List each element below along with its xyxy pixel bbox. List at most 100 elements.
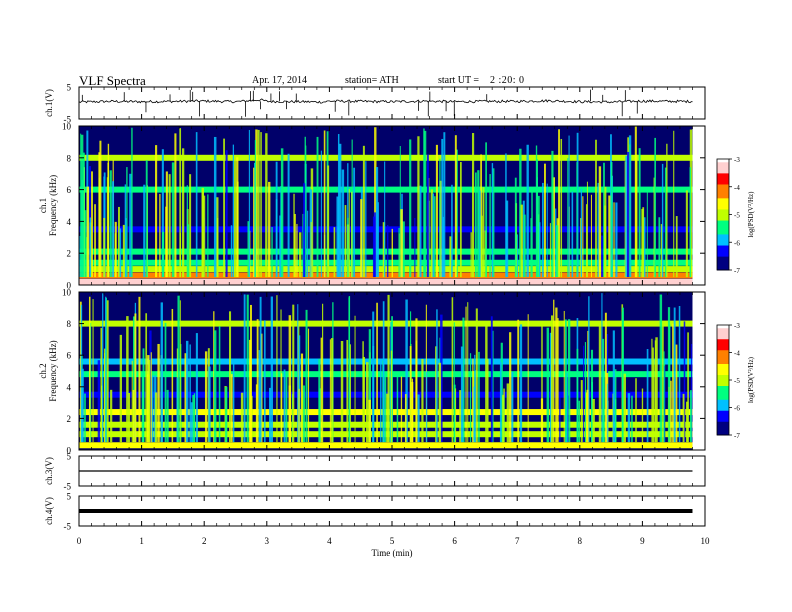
ch1-streak [216, 218, 219, 278]
ch1-streak [293, 193, 295, 278]
ch2-colorbar-step [717, 410, 729, 414]
ch1-streak [439, 158, 441, 278]
ch1-streak [382, 222, 386, 278]
ch1-colorbar-step [717, 200, 729, 204]
ch2-streak [631, 395, 633, 443]
ch1-voltage-label: ch.1(V) [44, 89, 54, 117]
ch2-streak [409, 346, 412, 443]
ch1-streak [590, 194, 592, 278]
ch1-streak [299, 232, 302, 278]
ch2-streak [340, 340, 344, 443]
ch2-colorbar-step [717, 407, 729, 411]
ch1-colorbar-tick-label: -7 [734, 267, 740, 275]
ch1-streak [552, 177, 556, 278]
ch2-streak [155, 392, 158, 443]
ch2-streak [145, 313, 148, 443]
ch2-colorbar-step [717, 360, 729, 364]
ch1-streak [125, 218, 127, 278]
ch1-streak [230, 225, 233, 278]
ch1-streak [213, 136, 217, 278]
ch2-streak [177, 295, 180, 443]
ch2-streak [411, 381, 414, 443]
ch1-colorbar-step [717, 172, 729, 177]
ch2-streak [478, 351, 480, 443]
ch1-band [79, 266, 693, 273]
ch2-streak [490, 316, 493, 443]
ch1-colorbar-step [717, 211, 729, 215]
ch1-waveform [78, 98, 693, 104]
ch1-streak [435, 144, 438, 278]
ch1-colorbar-step [717, 236, 729, 240]
ch2-streak [678, 306, 681, 443]
ch1-streak [126, 167, 128, 278]
ch2-streak [246, 294, 249, 443]
ch2-colorbar-step [717, 399, 729, 403]
ch1-streak [432, 193, 435, 278]
ch2-streak [663, 351, 665, 443]
ch1-colorbar-step [717, 217, 729, 221]
ch1-streak [171, 162, 175, 278]
ch1-streak [275, 161, 278, 278]
ch1-colorbar-step [717, 161, 729, 166]
ch1-streak [615, 202, 618, 278]
ch2-streak [213, 311, 215, 443]
ch1-streak [80, 133, 82, 278]
ch2-streak [298, 388, 300, 443]
ch2-streak [687, 332, 689, 443]
ch2-streak [604, 312, 607, 443]
ch4-voltage-label: ch.4(V) [44, 497, 54, 525]
ch1-streak [475, 172, 477, 278]
ch2-colorbar-step [717, 374, 729, 378]
ch2-streak [322, 303, 324, 443]
ch1-series [78, 89, 693, 117]
ch2-streak [382, 301, 385, 443]
ch1-streak [203, 195, 206, 278]
ch1-colorbar-step [717, 164, 729, 168]
ch2-streak [669, 324, 671, 443]
ch2-streak [176, 377, 178, 443]
ch2-streak [301, 391, 304, 443]
ch2-colorbar-step [717, 413, 729, 417]
ch2-streak [509, 332, 512, 443]
ch1-streak [79, 235, 81, 278]
ch2-colorbar-step [717, 426, 729, 430]
ch1-streak [347, 217, 349, 278]
ch1-streak [664, 167, 667, 278]
ch1-streak [387, 224, 389, 278]
ch1-streak [247, 221, 250, 278]
ch1-streak [443, 132, 446, 278]
ch2-streak [318, 358, 321, 443]
ch2-colorbar-step [717, 404, 729, 408]
ch1-streak [307, 210, 309, 278]
ch1-streak [627, 151, 630, 278]
ch1-streak [535, 145, 538, 278]
ch1-colorbar-tick-label: -3 [734, 156, 740, 164]
ch1-streak [131, 127, 133, 278]
ch2-streak [587, 330, 589, 443]
ch1-streak [414, 217, 416, 278]
ch2-streak [283, 369, 286, 443]
ch2-streak [404, 394, 407, 443]
ch2-colorbar-step [717, 333, 729, 337]
ch2-streak [368, 399, 371, 443]
ch1-streak [471, 133, 475, 278]
ch2-streak [280, 373, 283, 443]
ch1-streak [323, 130, 326, 278]
ch1-streak [485, 142, 487, 278]
ch2-streak [527, 314, 529, 443]
ch1-streak [514, 177, 517, 278]
x-tick-label: 0 [77, 536, 82, 546]
ch2-streak [232, 362, 235, 443]
ch1-streak [168, 174, 171, 278]
ch2-streak [147, 355, 150, 443]
ch2-streak [100, 385, 103, 443]
ch2-streak [288, 315, 292, 443]
ch1-ytick-label: 0 [67, 281, 72, 291]
ch2-colorbar-step [717, 415, 729, 419]
ch1-streak [600, 235, 604, 278]
ch2-colorbar-step [717, 366, 729, 370]
ch2-streak [151, 375, 154, 443]
ch2-colorbar-step [717, 385, 729, 389]
ch1-streak [159, 193, 161, 278]
ch2-streak [559, 396, 561, 443]
